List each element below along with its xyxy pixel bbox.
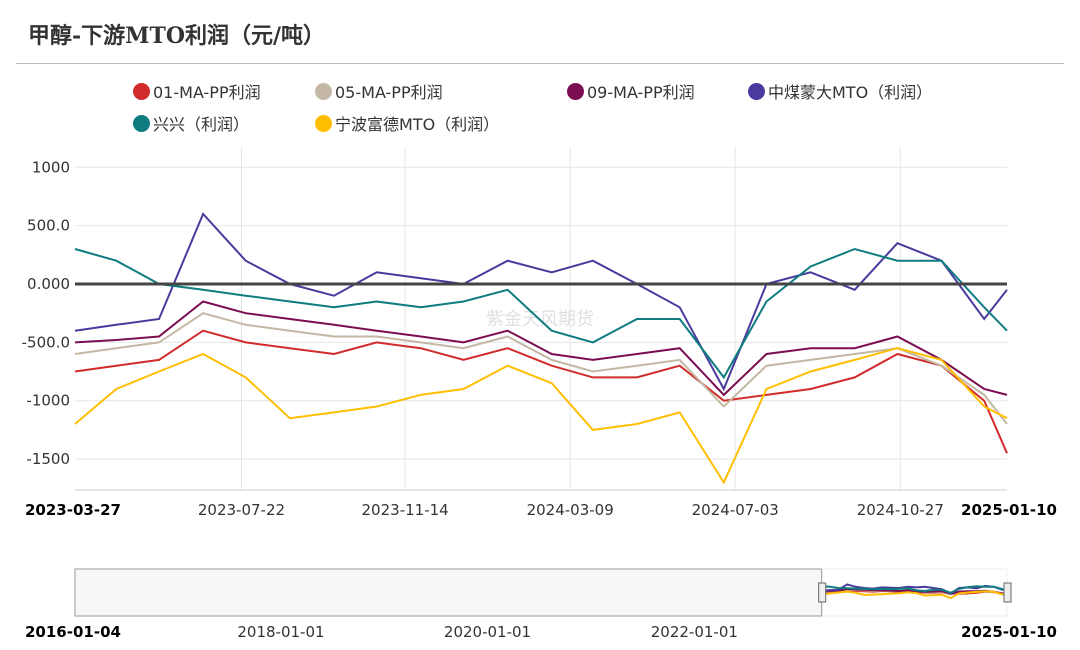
x-tick-label: 2023-07-22: [198, 501, 285, 519]
navigator-tick-label: 2020-01-01: [444, 623, 531, 641]
series-line: [74, 347, 1008, 485]
series-line: [74, 312, 1008, 425]
x-tick-label: 2023-03-27: [25, 501, 121, 519]
legend-label: 01-MA-PP利润: [153, 83, 261, 102]
y-tick-label: 0.000: [27, 275, 70, 293]
navigator-tick-label: 2022-01-01: [651, 623, 738, 641]
legend-marker-icon: [748, 82, 765, 100]
x-tick-label: 2024-07-03: [692, 501, 779, 519]
title-divider: [16, 63, 1064, 64]
legend-marker-icon: [133, 114, 150, 132]
y-tick-label: -1500: [26, 450, 70, 468]
legend-item[interactable]: 宁波富德MTO（利润）: [315, 111, 499, 135]
legend-item[interactable]: 05-MA-PP利润: [315, 79, 443, 103]
legend-marker-icon: [315, 114, 332, 132]
legend-label: 宁波富德MTO（利润）: [335, 115, 500, 134]
navigator-handle[interactable]: [818, 582, 827, 603]
navigator-series: [821, 583, 1008, 595]
legend-label: 中煤蒙大MTO（利润）: [768, 83, 933, 102]
legend-item[interactable]: 中煤蒙大MTO（利润）: [748, 79, 932, 103]
legend-label: 09-MA-PP利润: [587, 83, 695, 102]
series-line: [74, 247, 1008, 380]
navigator-mask: [74, 568, 823, 617]
navigator-tick-label: 2025-01-10: [961, 623, 1057, 641]
legend-item[interactable]: 兴兴（利润）: [133, 111, 249, 135]
series-line: [74, 329, 1008, 454]
series-line: [74, 212, 1008, 392]
x-tick-label: 2024-03-09: [527, 501, 614, 519]
legend-item[interactable]: 09-MA-PP利润: [567, 79, 695, 103]
series-line: [74, 300, 1008, 397]
y-tick-label: 500.0: [27, 217, 70, 235]
navigator-tick-label: 2016-01-04: [25, 623, 121, 641]
navigator-handle[interactable]: [1003, 582, 1012, 603]
navigator-series: [821, 585, 1008, 594]
y-tick-label: 1000: [32, 158, 70, 176]
legend-label: 05-MA-PP利润: [335, 83, 443, 102]
y-tick-label: -1000: [26, 392, 70, 410]
y-tick-label: -500.0: [22, 333, 70, 351]
navigator-tick-label: 2018-01-01: [237, 623, 324, 641]
legend-marker-icon: [315, 82, 332, 100]
x-tick-label: 2023-11-14: [362, 501, 449, 519]
navigator-series: [821, 590, 1008, 600]
legend-label: 兴兴（利润）: [153, 115, 250, 134]
legend-marker-icon: [133, 82, 150, 100]
legend-item[interactable]: 01-MA-PP利润: [133, 79, 261, 103]
chart-title: 甲醇-下游MTO利润（元/吨）: [28, 23, 326, 49]
x-tick-label: 2025-01-10: [961, 501, 1057, 519]
legend-marker-icon: [567, 82, 584, 100]
x-tick-label: 2024-10-27: [857, 501, 944, 519]
